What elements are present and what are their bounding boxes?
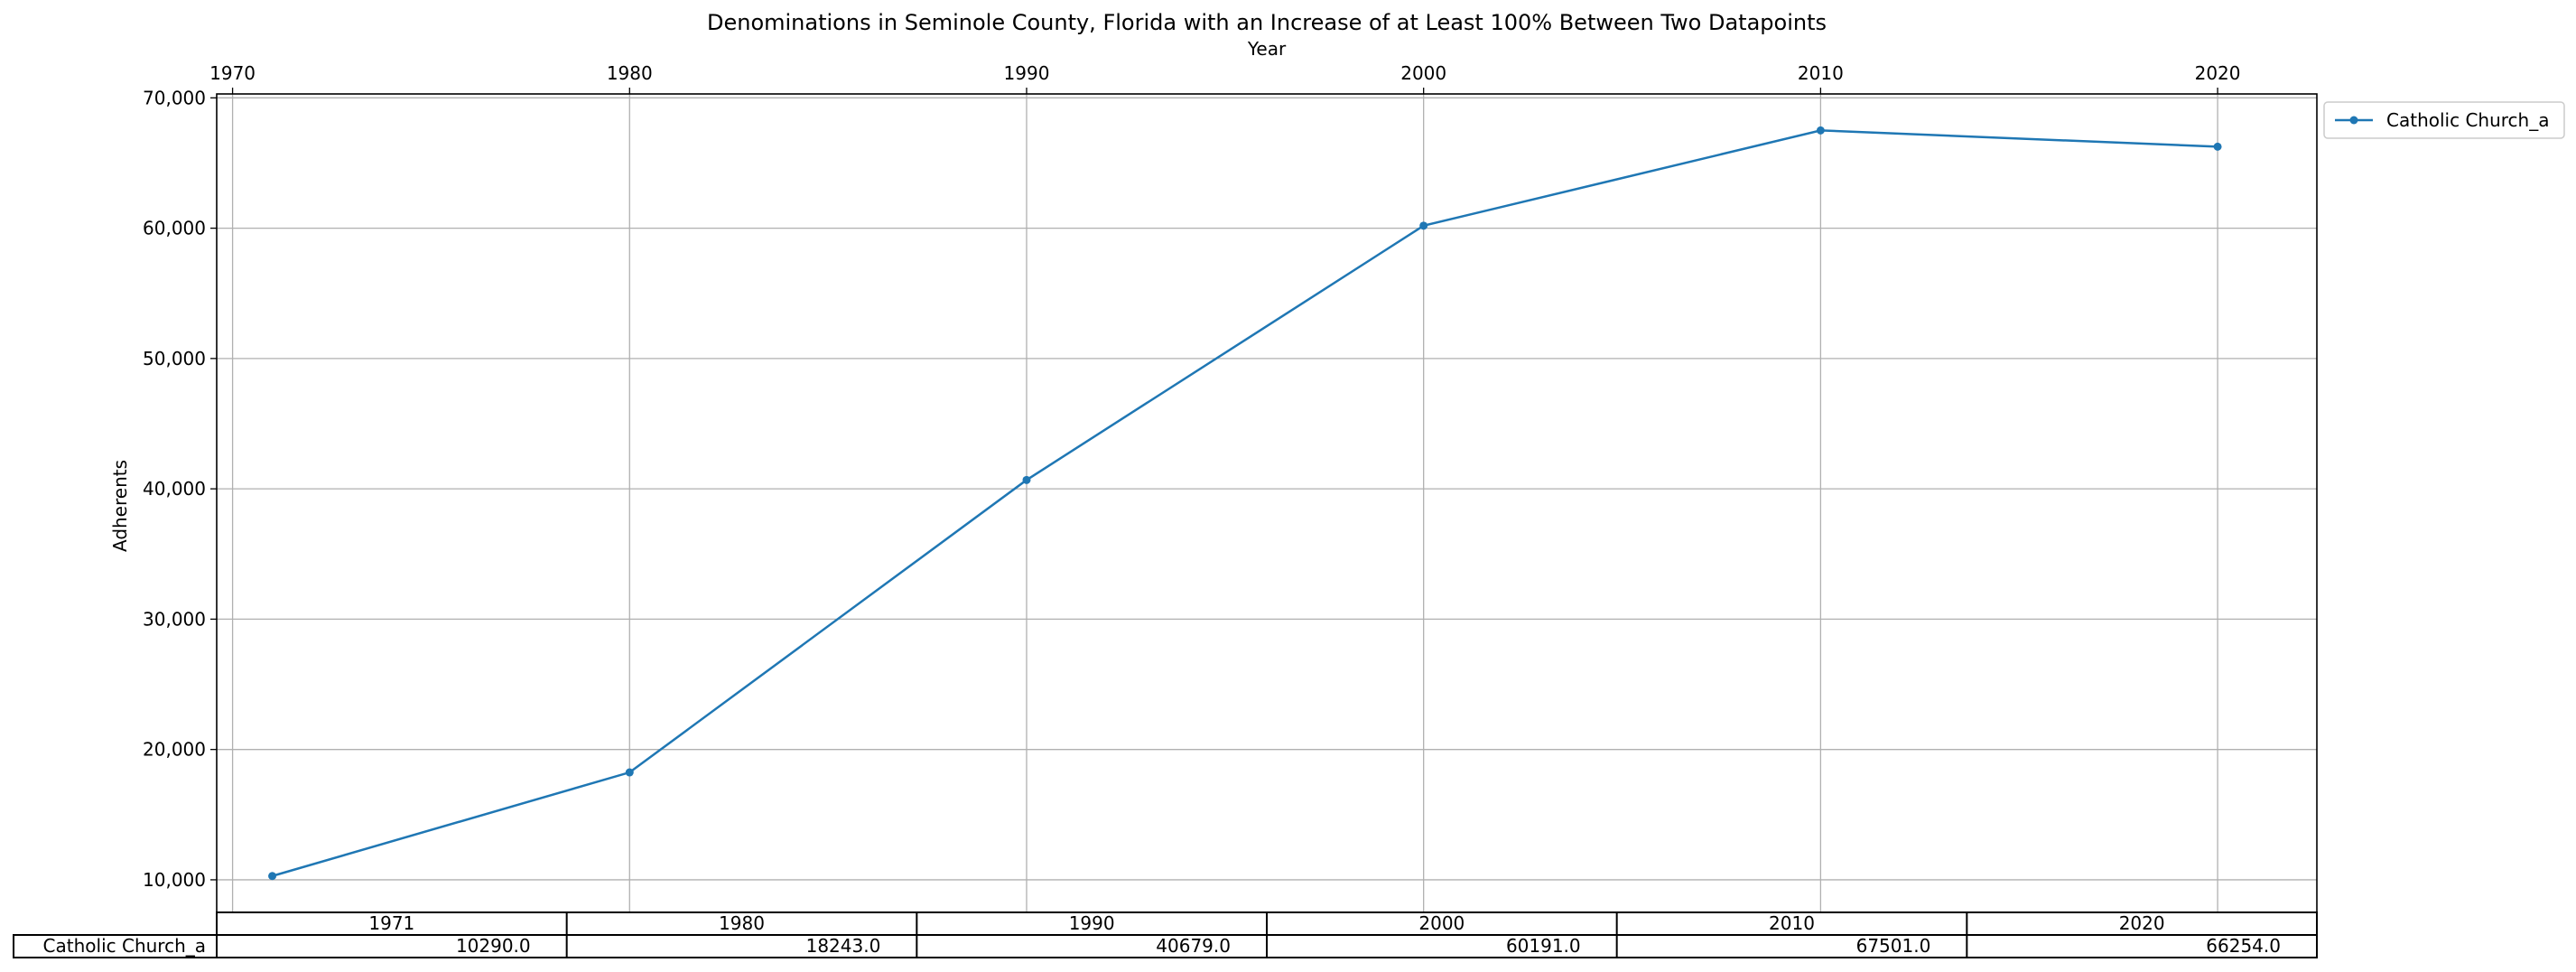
y-axis-label: Adherents	[109, 460, 131, 552]
table-cell: 60191.0	[1506, 935, 1581, 957]
data-table: 1971 1980 1990 2000 2010 2020 Catholic Church_…	[13, 911, 2318, 958]
y-tick-label: 70,000	[143, 87, 206, 108]
legend-frame	[2323, 101, 2565, 139]
y-tick-label: 50,000	[143, 348, 206, 369]
y-tick-label: 60,000	[143, 218, 206, 239]
x-axis-label: Year	[1247, 38, 1287, 60]
data-point	[1419, 221, 1428, 230]
x-tick-label: 2010	[1798, 62, 1844, 84]
series-layer	[268, 126, 2222, 881]
y-tick-label: 40,000	[143, 478, 206, 500]
table-header-cell: 1980	[719, 912, 765, 934]
y-tick-label: 10,000	[143, 869, 206, 891]
table-cell: 18243.0	[806, 935, 881, 957]
table-cell: 67501.0	[1856, 935, 1931, 957]
table-cell: 10290.0	[456, 935, 531, 957]
data-point	[1022, 475, 1031, 484]
y-tick-label: 30,000	[143, 608, 206, 630]
table-cell: 40679.0	[1156, 935, 1231, 957]
x-tick-label: 2000	[1400, 62, 1446, 84]
y-tick-label: 20,000	[143, 739, 206, 761]
table-header-cell: 2020	[2119, 912, 2165, 934]
data-point	[625, 768, 634, 777]
legend-swatch-marker	[2349, 116, 2358, 125]
data-point	[268, 872, 277, 881]
data-point	[2213, 142, 2222, 151]
x-tick-label: 1970	[209, 62, 256, 84]
table-data-row	[13, 934, 2318, 958]
table-header-cell: 2010	[1769, 912, 1815, 934]
series-line	[272, 129, 2218, 877]
plot-area-frame	[216, 93, 2318, 913]
x-tick-label: 1980	[607, 62, 653, 84]
legend: Catholic Church_a	[2323, 101, 2565, 139]
data-point	[1816, 126, 1825, 135]
legend-label: Catholic Church_a	[2386, 109, 2549, 131]
table-header-cell: 1971	[368, 912, 414, 934]
grid-lines	[217, 94, 2317, 912]
x-tick-label: 1990	[1004, 62, 1050, 84]
chart-title: Denominations in Seminole County, Florid…	[707, 10, 1827, 35]
table-row-label: Catholic Church_a	[43, 935, 206, 957]
table-header-cell: 1990	[1069, 912, 1115, 934]
x-tick-label: 2020	[2195, 62, 2241, 84]
axis-ticks: 1970 1980 1990 2000 2010 2020 10,000 20,000 30,0…	[143, 62, 2241, 891]
table-header-cell: 2000	[1418, 912, 1465, 934]
table-cell: 66254.0	[2206, 935, 2281, 957]
